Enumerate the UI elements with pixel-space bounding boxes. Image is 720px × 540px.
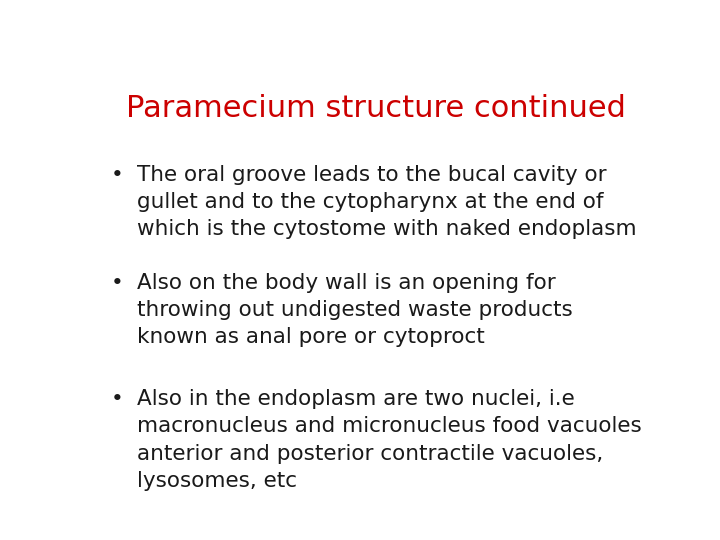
Text: •: • [111, 389, 124, 409]
Text: •: • [111, 273, 124, 293]
Text: The oral groove leads to the bucal cavity or
gullet and to the cytopharynx at th: The oral groove leads to the bucal cavit… [138, 165, 637, 239]
Text: Also in the endoplasm are two nuclei, i.e
macronucleus and micronucleus food vac: Also in the endoplasm are two nuclei, i.… [138, 389, 642, 491]
Text: •: • [111, 165, 124, 185]
Text: Paramecium structure continued: Paramecium structure continued [126, 94, 626, 123]
Text: Also on the body wall is an opening for
throwing out undigested waste products
k: Also on the body wall is an opening for … [138, 273, 573, 347]
